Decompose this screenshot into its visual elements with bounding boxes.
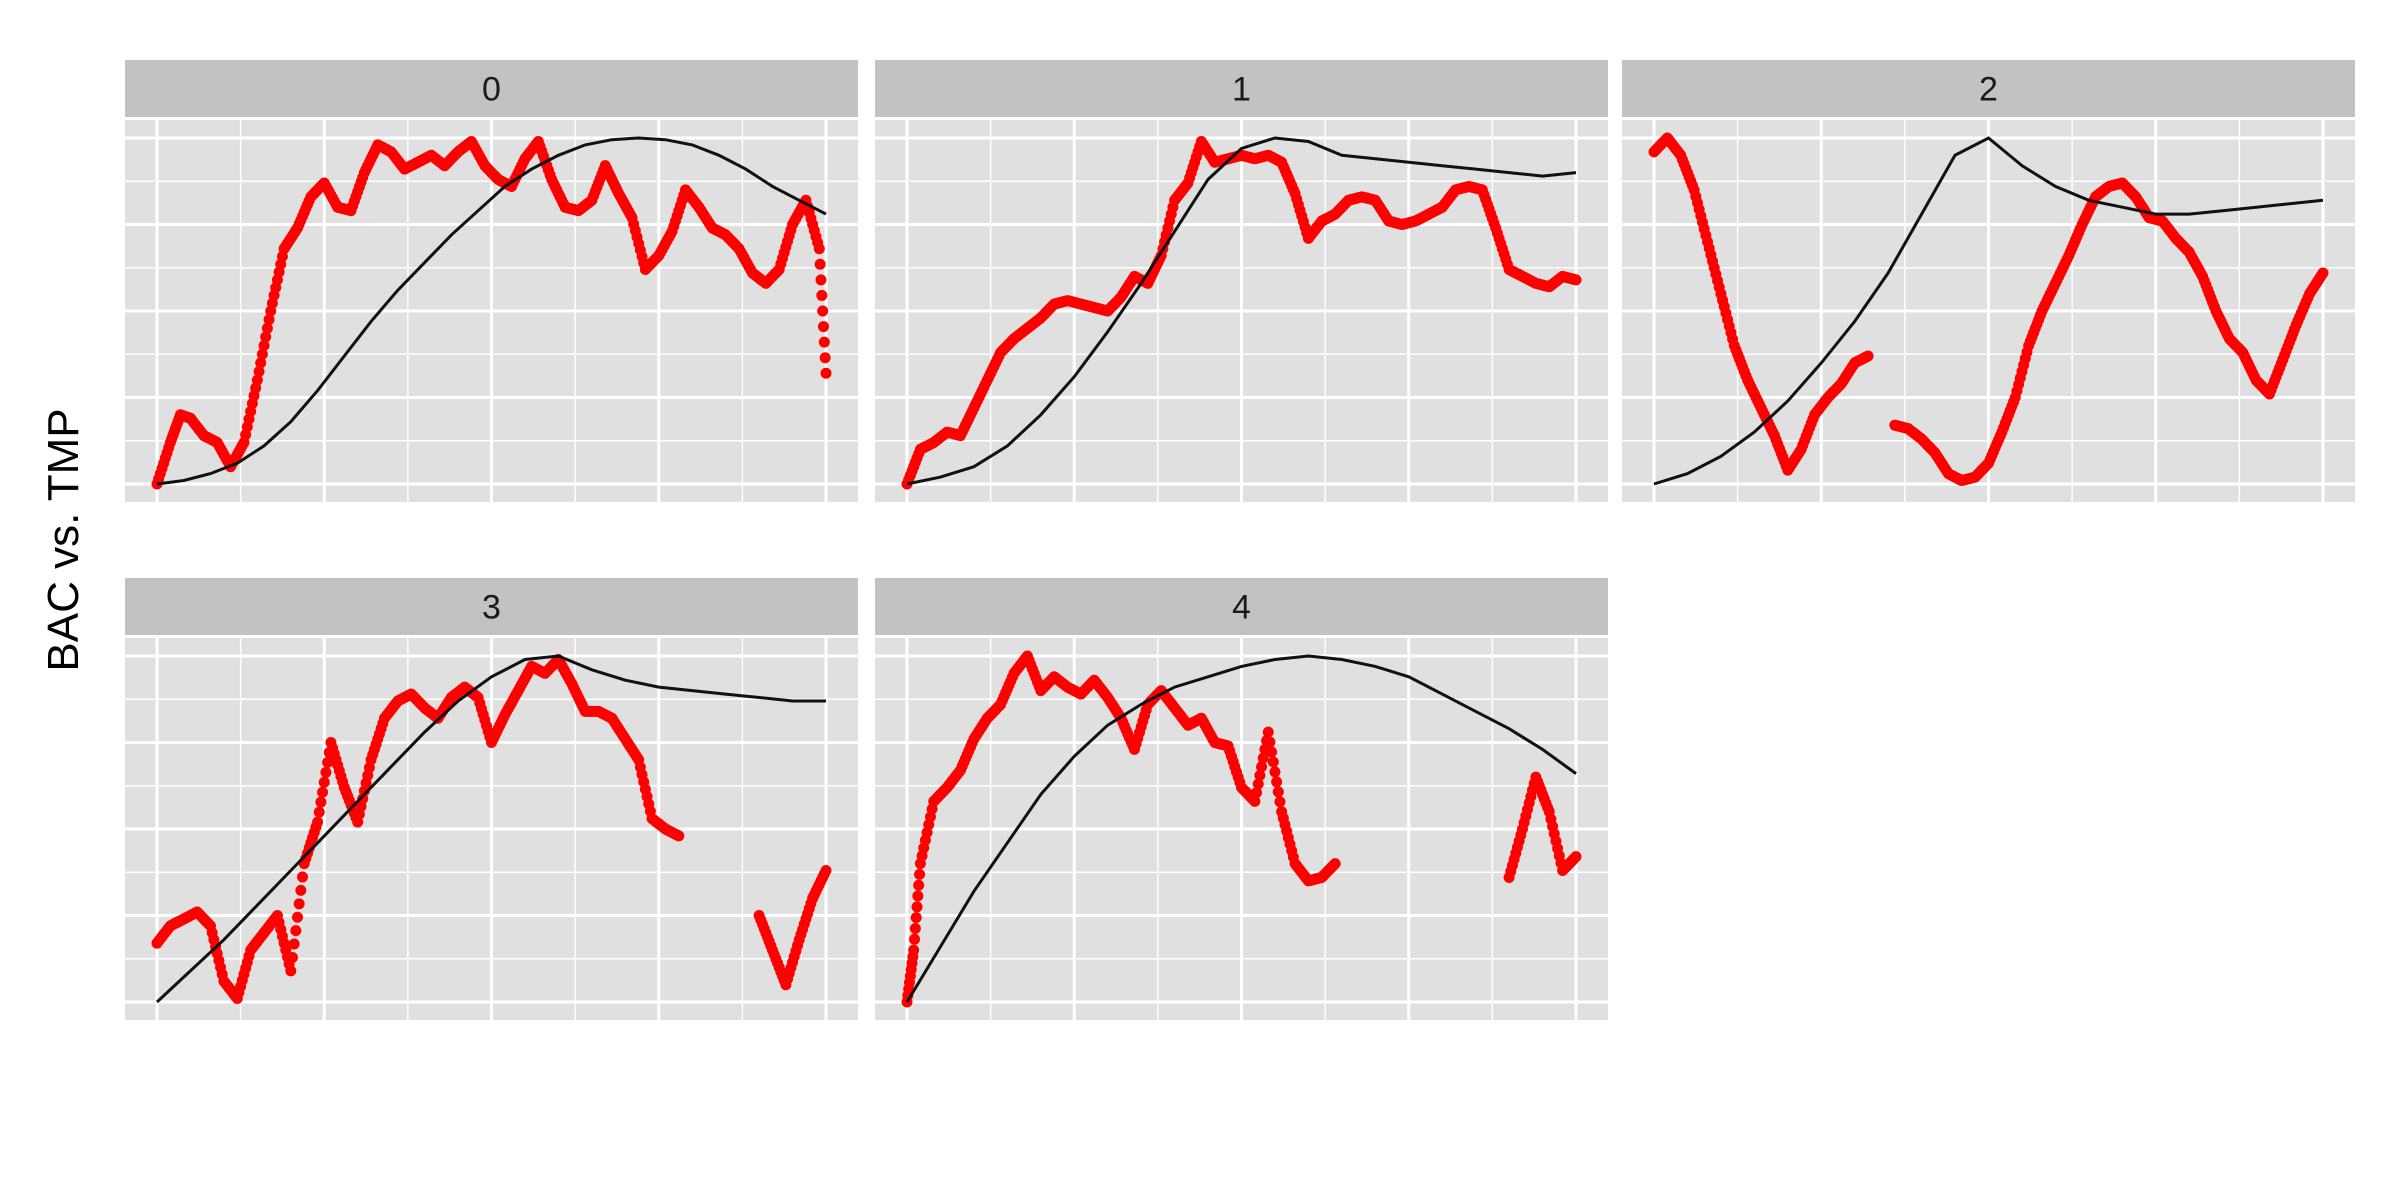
data-point [819,352,831,364]
data-point [911,901,923,913]
data-point [263,314,275,326]
data-point [1266,746,1278,758]
data-point [817,305,829,317]
fit-line [156,136,827,486]
data-points [151,653,832,1005]
data-point [315,796,327,808]
data-point [1252,778,1264,790]
data-point [293,898,305,910]
data-point [1271,776,1283,788]
facet-strip [125,60,858,117]
facet-strip [125,578,858,635]
data-point [1269,766,1281,778]
data-point [913,879,925,891]
data-point [1249,795,1261,807]
facet-panel-3: 3 [125,578,858,1020]
y-axis-label: BAC vs. TMP [39,408,88,671]
facet-panel-1: 1 [875,60,1608,502]
facet-strip-label: 3 [482,589,501,627]
data-point [295,884,307,896]
panels: 0 1 2 3 4 [125,60,2355,1020]
facet-strip [1622,60,2355,117]
data-point [261,322,273,334]
data-point [313,806,325,818]
data-point [1257,752,1269,764]
facet-panel-4: 4 [875,578,1608,1020]
data-point [312,816,324,828]
data-point [297,871,309,883]
data-points [901,135,1582,490]
data-point [1264,736,1276,748]
fit-line [906,136,1577,486]
data-point [910,912,922,924]
data-point [320,766,332,778]
data-point [912,890,924,902]
panel-grid [875,120,1608,502]
facet-strip-label: 0 [482,71,501,109]
data-point [914,868,926,880]
data-points [151,135,832,490]
data-point [908,944,920,956]
data-point [1272,786,1284,798]
panel-grid [875,638,1608,1020]
data-point [1256,761,1268,773]
facet-strip [875,578,1608,635]
data-point [251,374,263,386]
data-point [318,776,330,788]
data-points [901,650,1582,1008]
panel-grid [1622,120,2355,502]
data-point [814,258,826,270]
data-point [1329,858,1341,870]
data-point [1274,796,1286,808]
data-point [909,933,921,945]
data-point [818,336,830,348]
facet-strip-label: 1 [1232,71,1251,109]
data-point [820,367,832,379]
facet-panel-2: 2 [1622,60,2355,502]
data-point [1570,274,1582,286]
data-point [1570,851,1582,863]
facet-strip [875,60,1608,117]
data-point [820,865,832,877]
data-point [285,965,297,977]
facet-strip-label: 4 [1232,589,1251,627]
data-point [1254,769,1266,781]
data-point [291,911,303,923]
data-point [260,331,272,343]
data-point [2317,267,2329,279]
data-point [1262,726,1274,738]
data-point [258,340,270,352]
fit-line [155,654,826,1004]
data-point [1267,756,1279,768]
data-point [816,289,828,301]
data-point [1251,787,1263,799]
data-point [815,274,827,286]
data-point [322,756,334,768]
data-point [673,830,685,842]
data-point [290,925,302,937]
data-point [288,938,300,950]
data-point [286,951,298,963]
fit-line [905,654,1577,1003]
data-point [256,348,268,360]
data-point [317,786,329,798]
data-points [1648,132,2329,487]
fit-line [1653,136,2324,486]
data-point [909,922,921,934]
data-point [1862,350,1874,362]
facet-panel-0: 0 [125,60,858,502]
data-point [255,357,267,369]
data-point [813,243,825,255]
facet-strip-label: 2 [1979,71,1998,109]
data-point [253,366,265,378]
data-point [817,321,829,333]
